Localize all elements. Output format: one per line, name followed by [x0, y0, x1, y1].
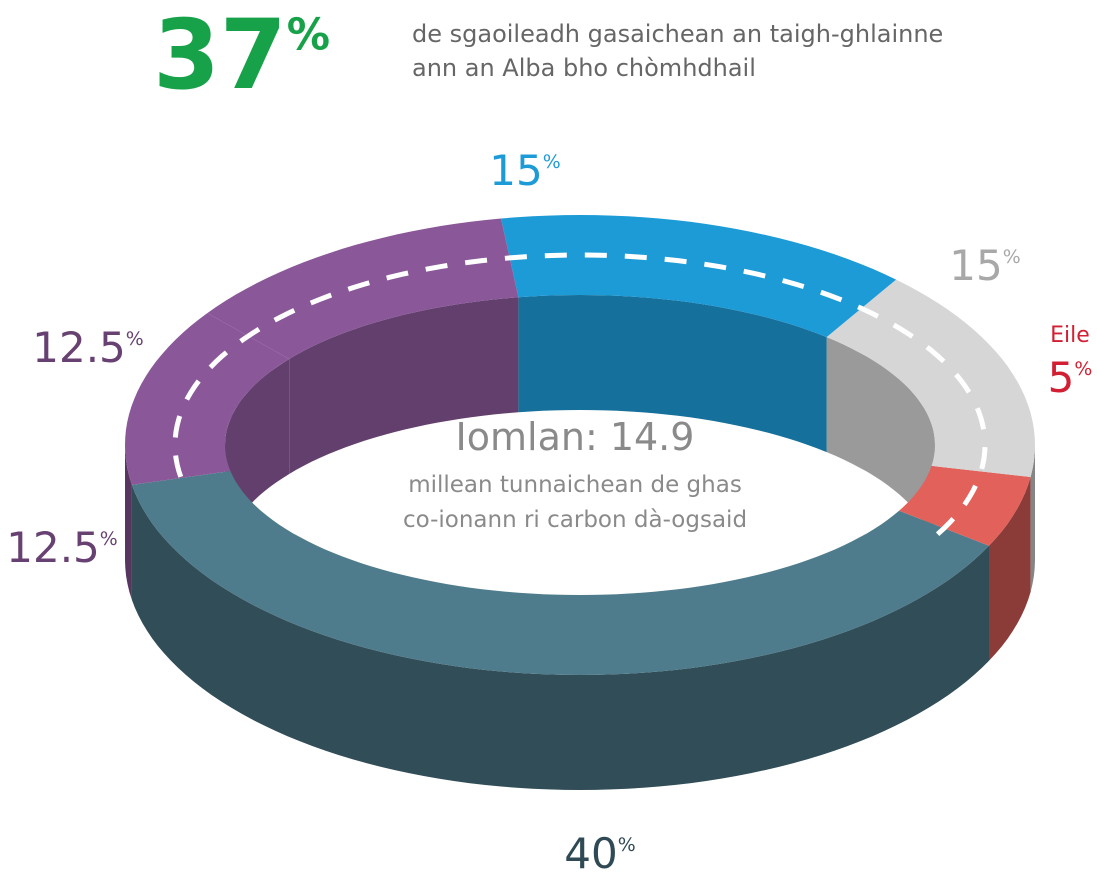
- inner-wall: [826, 337, 935, 560]
- outer-wall: [125, 445, 132, 600]
- headline: 37%: [153, 0, 330, 111]
- total-text: co-ionann ri carbon dà-ogsaid: [403, 507, 747, 533]
- segment: [207, 218, 519, 359]
- value-label: 12.5%: [6, 523, 117, 572]
- total-label: Iomlan: 14.9: [456, 415, 695, 459]
- segment: [131, 471, 989, 675]
- total-text: millean tunnaichean de ghas: [408, 472, 742, 498]
- segment: [501, 215, 897, 338]
- ring: [125, 215, 1035, 790]
- headline-text: ann an Alba bho chòmhdhail: [412, 54, 756, 82]
- outer-wall: [131, 484, 989, 790]
- value-label: 12.5%: [32, 323, 143, 372]
- outer-wall: [989, 477, 1031, 661]
- value-label: 40%: [564, 829, 635, 878]
- value-label: 15%: [949, 241, 1020, 290]
- road-marking: [172, 252, 988, 537]
- outer-wall: [1030, 445, 1035, 592]
- headline-text: de sgaoileadh gasaichean an taigh-ghlain…: [412, 20, 943, 48]
- category-label: Eile: [1050, 323, 1090, 348]
- segment: [125, 313, 290, 485]
- value-label: 15%: [489, 146, 560, 195]
- value-label: 5%: [1048, 353, 1093, 402]
- segment: [899, 465, 1031, 546]
- inner-wall: [289, 297, 519, 474]
- inner-wall: [518, 295, 827, 453]
